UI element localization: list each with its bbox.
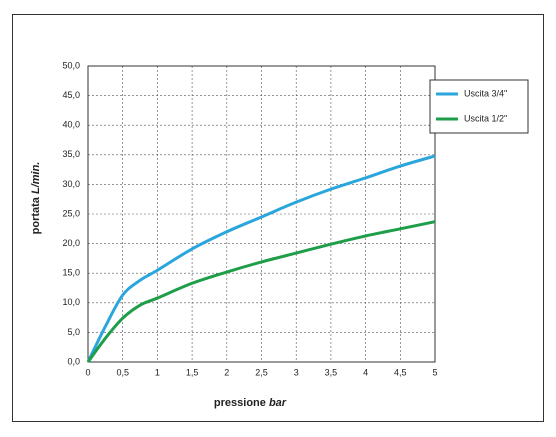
y-tick-label: 35,0: [62, 149, 80, 159]
y-tick-label: 30,0: [62, 179, 80, 189]
x-tick-label: 5: [432, 367, 437, 377]
legend-label: Uscita 1/2": [464, 113, 507, 123]
x-tick-label: 2: [224, 367, 229, 377]
y-tick-label: 25,0: [62, 208, 80, 218]
x-tick-label: 1: [155, 367, 160, 377]
y-axis-title: portata: [30, 196, 42, 234]
y-axis-unit: L/min.: [30, 162, 42, 194]
frame: [12, 14, 544, 422]
legend-box: [429, 79, 529, 134]
y-tick-label: 0,0: [67, 356, 80, 366]
x-axis-label: pressione bar: [214, 397, 287, 409]
series-line: [86, 154, 436, 363]
x-tick-label: 0,5: [116, 367, 129, 377]
x-tick-label: 3,5: [325, 367, 338, 377]
y-tick-label: 5,0: [67, 327, 80, 337]
y-tick-label: 15,0: [62, 268, 80, 278]
x-tick-label: 3: [294, 367, 299, 377]
y-tick-label: 10,0: [62, 297, 80, 307]
x-tick-label: 4,5: [394, 367, 407, 377]
x-tick-label: 2,5: [255, 367, 268, 377]
x-tick-label: 0: [85, 367, 90, 377]
y-tick-label: 45,0: [62, 90, 80, 100]
x-axis-unit: bar: [269, 397, 287, 409]
x-tick-label: 4: [363, 367, 368, 377]
series-line: [86, 220, 436, 363]
y-tick-label: 20,0: [62, 238, 80, 248]
y-axis-label: portata L/min.: [30, 162, 42, 235]
x-tick-label: 1,5: [186, 367, 199, 377]
y-tick-label: 40,0: [62, 120, 80, 130]
plot-border: [87, 65, 436, 363]
y-tick-label: 50,0: [62, 60, 80, 70]
x-axis-title: pressione: [214, 397, 266, 409]
legend-label: Uscita 3/4": [464, 88, 507, 98]
